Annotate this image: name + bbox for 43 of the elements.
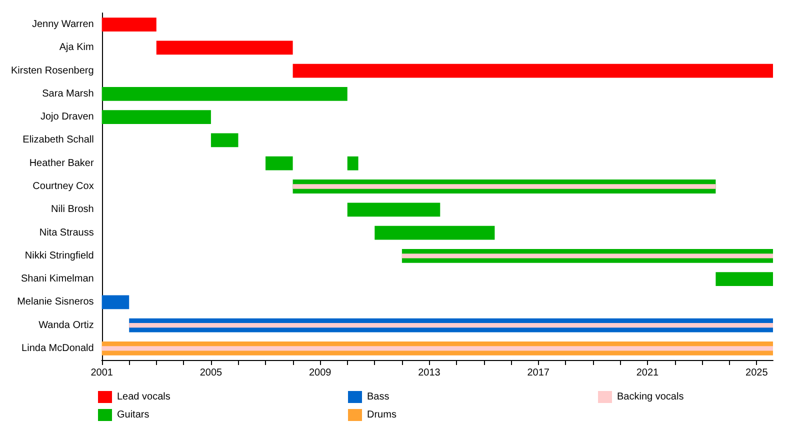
y-tick-label: Aja Kim <box>59 42 94 54</box>
x-tick-label: 2005 <box>200 368 223 378</box>
y-tick-label: Linda McDonald <box>22 342 94 354</box>
legend-label: Drums <box>367 410 396 420</box>
bar <box>102 295 130 310</box>
y-tick-label: Shani Kimelman <box>21 274 94 285</box>
bar <box>292 64 773 78</box>
y-tick-label: Sara Marsh <box>42 88 94 100</box>
y-tick-label: Heather Baker <box>29 158 94 169</box>
legend-label: Backing vocals <box>617 392 684 402</box>
y-tick-label: Melanie Sisneros <box>17 296 94 308</box>
x-tick-label: 2017 <box>527 368 550 378</box>
legend-label: Guitars <box>117 410 150 420</box>
bar <box>102 18 156 32</box>
y-tick-label: Nili Brosh <box>51 204 94 216</box>
bar <box>292 184 716 189</box>
y-tick-label: Jenny Warren <box>32 19 94 30</box>
bar <box>347 202 440 217</box>
bar <box>156 40 293 55</box>
x-tick-label: 2021 <box>636 368 660 378</box>
y-tick-label: Jojo Draven <box>40 112 94 123</box>
bar <box>210 133 238 148</box>
y-tick-label: Courtney Cox <box>32 181 94 192</box>
y-tick-label: Nita Strauss <box>39 227 94 238</box>
bar <box>102 87 348 101</box>
legend-label: Lead vocals <box>117 392 170 402</box>
bar <box>347 156 358 170</box>
x-tick-label: 2001 <box>90 368 114 378</box>
y-tick-label: Wanda Ortiz <box>38 320 94 331</box>
legend-label: Bass <box>367 392 390 402</box>
y-tick-label: Elizabeth Schall <box>22 134 94 146</box>
bar <box>102 110 211 124</box>
bar <box>266 156 293 170</box>
bar <box>716 272 773 286</box>
bar <box>402 254 773 258</box>
bar <box>102 346 773 351</box>
y-tick-label: Kirsten Rosenberg <box>10 65 94 76</box>
x-tick-label: 2009 <box>308 368 332 378</box>
x-tick-label: 2025 <box>746 368 768 378</box>
x-tick-label: 2013 <box>418 368 441 378</box>
bar <box>374 226 495 240</box>
bar <box>129 322 773 328</box>
y-tick-label: Nikki Stringfield <box>24 250 94 262</box>
